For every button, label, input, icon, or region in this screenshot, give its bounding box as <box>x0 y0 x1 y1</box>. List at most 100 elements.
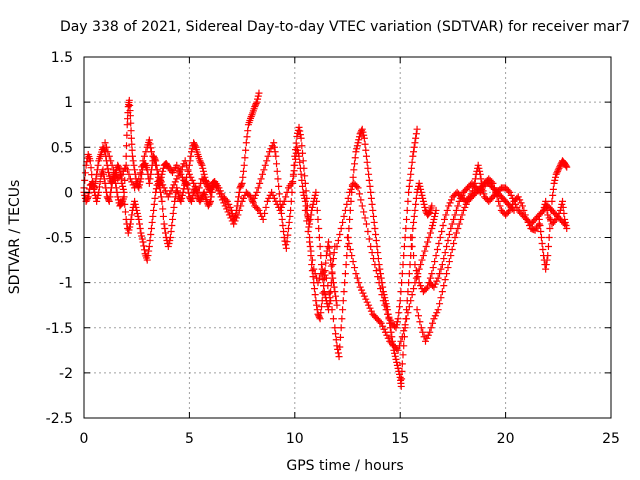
data-point <box>563 224 571 232</box>
data-point <box>96 178 104 186</box>
data-point <box>136 220 144 228</box>
data-point <box>549 185 557 193</box>
data-point <box>392 355 400 363</box>
data-point <box>403 315 411 323</box>
data-point <box>114 193 122 201</box>
data-point <box>458 191 466 199</box>
data-point <box>118 170 126 178</box>
data-point <box>415 179 423 187</box>
chart-title: Day 338 of 2021, Sidereal Day-to-day VTE… <box>60 19 630 35</box>
data-point <box>507 191 515 199</box>
data-point <box>149 152 157 160</box>
data-point <box>458 211 466 219</box>
series-track-12 <box>540 197 571 232</box>
data-point <box>235 193 243 201</box>
data-point <box>436 300 444 308</box>
data-point <box>371 224 379 232</box>
data-point <box>318 265 326 273</box>
data-point <box>111 169 119 177</box>
data-point <box>367 243 375 251</box>
data-point <box>429 221 437 229</box>
data-point <box>363 298 371 306</box>
data-point <box>298 176 306 184</box>
data-point <box>457 215 465 223</box>
data-point <box>436 234 444 241</box>
data-point <box>240 167 248 175</box>
data-point <box>251 191 259 199</box>
data-point <box>286 212 294 220</box>
data-point <box>179 188 187 196</box>
data-point <box>384 310 392 318</box>
data-point <box>218 196 226 204</box>
data-point <box>308 261 316 269</box>
data-point <box>156 175 164 183</box>
data-point <box>327 262 335 270</box>
data-point <box>331 288 339 296</box>
data-point <box>272 152 280 160</box>
data-point <box>238 179 246 187</box>
data-point <box>138 170 146 178</box>
data-point <box>537 234 545 241</box>
data-point <box>131 166 139 174</box>
data-point <box>439 221 447 229</box>
data-point <box>270 143 278 151</box>
data-point <box>413 306 421 314</box>
data-point <box>418 256 426 264</box>
data-point <box>538 240 546 248</box>
data-point <box>136 169 144 177</box>
data-point <box>348 252 356 260</box>
data-point <box>552 170 560 178</box>
data-point <box>314 279 322 287</box>
data-point <box>212 182 220 190</box>
data-point <box>542 202 550 210</box>
data-point <box>290 161 298 169</box>
data-point <box>254 95 262 103</box>
data-point <box>316 315 324 323</box>
data-point <box>306 238 314 246</box>
data-point <box>254 92 262 100</box>
data-point <box>116 166 124 174</box>
data-point <box>90 185 98 193</box>
data-point <box>363 158 371 166</box>
data-point <box>477 175 485 183</box>
data-point <box>336 230 344 238</box>
data-point <box>380 325 388 333</box>
data-point <box>341 206 349 214</box>
data-point <box>440 255 448 263</box>
data-point <box>424 283 432 291</box>
data-point <box>256 179 264 187</box>
data-point <box>107 188 115 196</box>
data-point <box>195 184 203 192</box>
data-point <box>133 178 141 186</box>
data-point <box>112 184 120 192</box>
data-point <box>161 224 169 232</box>
data-point <box>259 215 267 223</box>
data-point <box>553 169 561 177</box>
data-point <box>412 130 420 138</box>
data-point <box>81 169 89 177</box>
data-point <box>507 203 515 211</box>
data-point <box>433 309 441 317</box>
data-point <box>442 211 450 219</box>
data-point <box>425 209 433 217</box>
data-point <box>159 164 167 172</box>
data-point <box>249 197 257 205</box>
data-point <box>406 176 414 184</box>
data-point <box>417 282 425 290</box>
data-point <box>188 194 196 202</box>
data-point <box>430 215 438 223</box>
data-point <box>240 161 248 169</box>
x-tick-label: 25 <box>602 431 620 447</box>
data-point <box>216 190 224 198</box>
data-point <box>178 163 186 171</box>
data-point <box>454 224 462 232</box>
data-point <box>297 134 305 142</box>
data-point <box>184 185 192 193</box>
data-point <box>324 243 332 251</box>
data-point <box>319 289 327 297</box>
data-point <box>299 157 307 165</box>
y-tick-label: -2 <box>59 366 73 382</box>
data-point <box>166 234 174 241</box>
data-point <box>135 175 143 183</box>
data-point <box>478 185 486 193</box>
